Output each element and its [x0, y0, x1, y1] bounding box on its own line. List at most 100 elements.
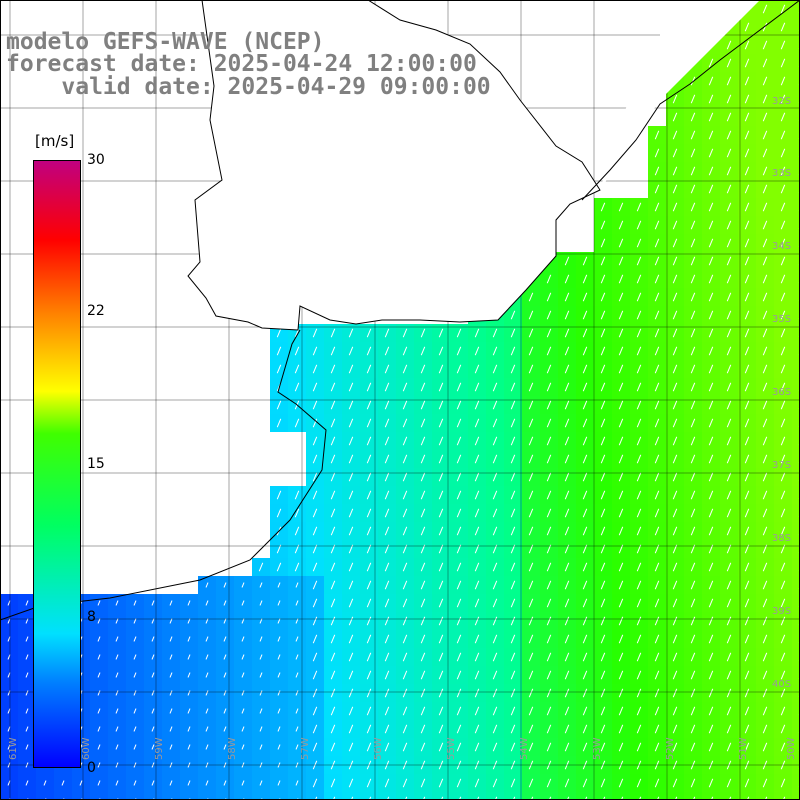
wind-arrow [366, 634, 372, 644]
wind-arrow [295, 726, 299, 732]
wind-cell [792, 234, 800, 252]
wind-arrow [672, 490, 678, 500]
wind-arrow [474, 454, 480, 464]
wind-arrow [708, 580, 714, 590]
wind-arrow [546, 562, 552, 572]
wind-arrow [366, 364, 372, 374]
wind-arrow [438, 328, 444, 338]
wind-arrow [458, 796, 462, 800]
wind-arrow [602, 796, 606, 800]
wind-arrow [330, 454, 336, 464]
wind-arrow [546, 526, 552, 536]
wind-arrow [492, 436, 498, 446]
wind-arrow [600, 508, 606, 518]
wind-arrow [420, 580, 426, 590]
wind-cell [792, 108, 800, 126]
wind-arrow [402, 760, 408, 770]
wind-arrow [762, 454, 768, 464]
wind-arrow [546, 274, 552, 284]
wind-arrow [402, 580, 408, 590]
wind-cell [792, 72, 800, 90]
wind-arrow [564, 760, 570, 770]
model-title: modelo GEFS-WAVE (NCEP) [6, 29, 325, 55]
wind-arrow [726, 472, 732, 482]
coastline-land-north [600, 0, 760, 190]
wind-cell [792, 432, 800, 450]
wind-arrow [366, 688, 372, 698]
wind-arrow [25, 708, 29, 714]
wind-arrow [762, 562, 768, 572]
wind-arrow [636, 274, 642, 284]
wind-arrow [564, 580, 570, 590]
wind-arrow [528, 544, 534, 554]
wind-arrow [330, 616, 336, 626]
wind-arrow [384, 346, 390, 356]
wind-arrow [762, 22, 768, 32]
wind-arrow [564, 778, 570, 788]
wind-cell [792, 378, 800, 396]
wind-cell [792, 306, 800, 324]
wind-arrow [312, 652, 318, 662]
wind-arrow [456, 346, 462, 356]
wind-arrow [726, 166, 732, 176]
wind-arrow [546, 760, 552, 770]
wind-arrow [762, 274, 768, 284]
wind-arrow [582, 778, 588, 788]
wind-arrow [762, 742, 768, 752]
wind-cell [198, 792, 216, 800]
wind-arrow [780, 148, 786, 158]
wind-arrow [780, 310, 786, 320]
wind-arrow [654, 454, 660, 464]
wind-arrow [582, 292, 588, 302]
colorbar-tick: 8 [87, 609, 96, 625]
wind-arrow [384, 526, 390, 536]
wind-arrow [384, 634, 390, 644]
wind-arrow [762, 382, 768, 392]
wind-arrow [546, 454, 552, 464]
wind-arrow [348, 580, 354, 590]
wind-arrow [744, 310, 750, 320]
wind-cell [720, 792, 738, 800]
wind-arrow [294, 508, 300, 518]
wind-arrow [672, 544, 678, 554]
wind-arrow [330, 472, 336, 482]
forecast-date: forecast date: 2025-04-24 12:00:00 [6, 51, 477, 77]
wind-arrow [672, 688, 678, 698]
wind-arrow [241, 708, 245, 714]
colorbar-unit: [m/s] [33, 132, 77, 150]
wind-arrow [312, 346, 318, 356]
wind-arrow [564, 652, 570, 662]
wind-arrow [582, 706, 588, 716]
wind-arrow [564, 706, 570, 716]
wind-arrow [546, 580, 552, 590]
wind-arrow [764, 796, 768, 800]
wind-arrow [420, 418, 426, 428]
wind-arrow [456, 364, 462, 374]
wind-arrow [402, 616, 408, 626]
wind-arrow [708, 742, 714, 752]
wind-arrow [600, 634, 606, 644]
wind-arrow [366, 400, 372, 410]
wind-arrow [366, 760, 372, 770]
wind-arrow [528, 472, 534, 482]
wind-arrow [295, 582, 299, 588]
wind-arrow [528, 778, 534, 788]
wind-arrow [762, 526, 768, 536]
wind-arrow [456, 580, 462, 590]
wind-arrow [348, 490, 354, 500]
wind-arrow [456, 490, 462, 500]
wind-arrow [420, 778, 426, 788]
wind-arrow [456, 562, 462, 572]
wind-arrow [384, 688, 390, 698]
wind-arrow [690, 364, 696, 374]
wind-arrow [564, 616, 570, 626]
wind-arrow [474, 742, 480, 752]
wind-arrow [636, 238, 642, 248]
wind-arrow [348, 382, 354, 392]
wind-arrow [618, 562, 624, 572]
wind-arrow [654, 310, 660, 320]
wind-cell [558, 792, 576, 800]
wind-arrow [223, 654, 227, 660]
wind-arrow [600, 778, 606, 788]
wind-arrow [402, 436, 408, 446]
